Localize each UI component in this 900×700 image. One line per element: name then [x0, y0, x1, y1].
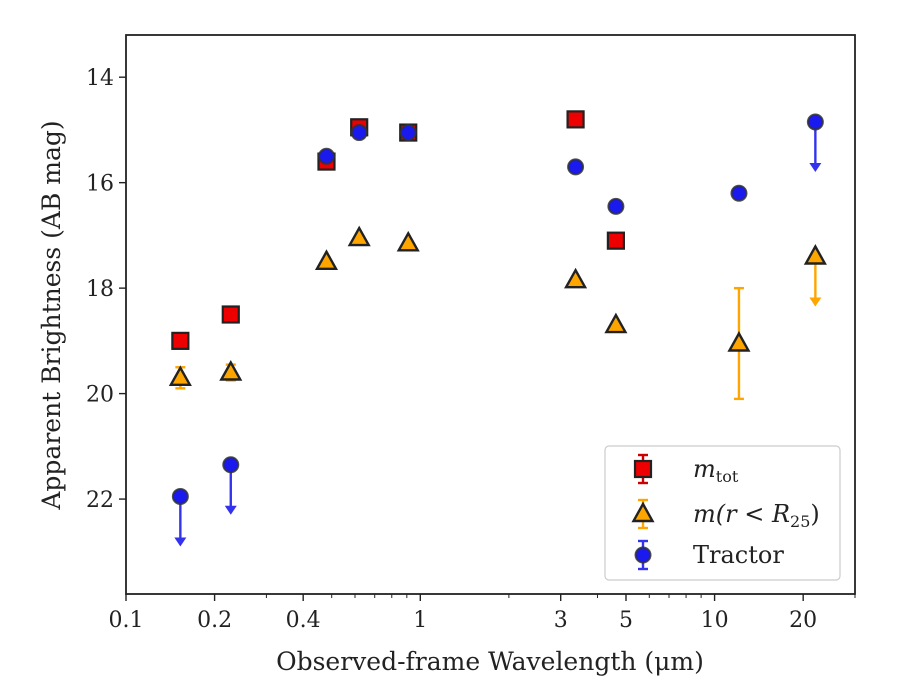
y-tick-label: 16	[86, 172, 114, 197]
data-point-triangle	[604, 312, 628, 334]
legend: mtot m(r < R25) Tractor	[604, 445, 841, 581]
x-tick-label: 10	[701, 608, 729, 633]
data-point-circle	[399, 124, 417, 142]
plot-area	[168, 110, 827, 547]
legend-entry: m(r < R25)	[631, 498, 820, 531]
legend-box	[604, 445, 841, 581]
y-tick-label: 20	[86, 383, 114, 408]
y-tick-label: 22	[86, 488, 114, 513]
plot-frame	[125, 34, 856, 595]
x-tick-label: 20	[789, 608, 817, 633]
data-point-triangle	[396, 230, 420, 252]
data-point-square	[606, 231, 625, 250]
data-point-triangle	[564, 267, 588, 289]
y-axis-label: Apparent Brightness (AB mag)	[37, 120, 66, 510]
data-point-circle	[567, 158, 585, 176]
series-triangle	[168, 225, 827, 401]
data-point-triangle	[314, 249, 339, 270]
x-axis-label: Observed-frame Wavelength (μm)	[276, 647, 704, 676]
upper-limit-arrowhead	[224, 505, 237, 515]
x-tick-label: 1	[413, 608, 427, 633]
y-tick-label: 14	[86, 66, 114, 91]
x-tick-label: 5	[619, 608, 633, 633]
data-point-triangle	[347, 225, 371, 247]
upper-limit-arrowhead	[809, 297, 822, 307]
y-tick-label: 18	[86, 277, 114, 302]
legend-label: mtot	[693, 455, 739, 486]
legend-label: Tractor	[693, 541, 784, 569]
legend-marker-triangle	[631, 501, 655, 523]
data-point-triangle	[168, 365, 192, 386]
legend-label: m(r < R25)	[693, 500, 820, 531]
x-tick-label: 0.4	[286, 608, 321, 633]
data-point-circle	[607, 197, 625, 215]
data-point-circle	[317, 147, 335, 165]
legend-entry: Tractor	[634, 539, 784, 571]
legend-marker-circle	[634, 546, 652, 564]
data-point-circle	[222, 456, 240, 474]
data-point-circle	[350, 124, 368, 142]
upper-limit-arrowhead	[174, 537, 187, 547]
data-point-circle	[806, 113, 824, 131]
series-circle	[171, 113, 824, 547]
x-tick-label: 3	[554, 608, 568, 633]
data-point-circle	[730, 184, 748, 202]
data-point-square	[171, 331, 190, 350]
data-point-triangle	[219, 360, 243, 381]
axes: 0.1 0.2 0.4 1 3 5 10 20 14 16 18 20 22	[86, 34, 856, 633]
data-point-square	[566, 110, 585, 129]
data-point-triangle	[803, 244, 827, 265]
x-tick-label: 0.2	[197, 608, 232, 633]
data-point-triangle	[727, 331, 751, 352]
upper-limit-arrowhead	[809, 163, 822, 173]
data-point-circle	[171, 487, 189, 505]
legend-entry: mtot	[633, 453, 739, 486]
data-point-square	[221, 305, 240, 324]
x-tick-label: 0.1	[109, 608, 144, 633]
legend-marker-square	[633, 459, 653, 479]
